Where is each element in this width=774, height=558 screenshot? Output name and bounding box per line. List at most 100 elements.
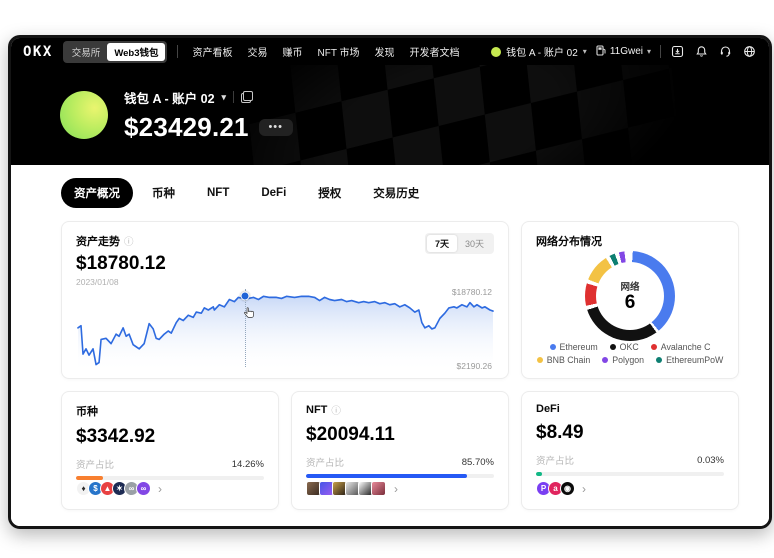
main-content: 资产概况 币种 NFT DeFi 授权 交易历史 资产走势 ⓘ $18780.12 202… xyxy=(11,165,769,526)
nav-menu-item[interactable]: 开发者文档 xyxy=(409,48,460,59)
nav-right: 钱包 A - 账户 02 ▾ 11Gwei ▾ xyxy=(491,44,757,59)
asset-ratio-percent: 85.70% xyxy=(461,456,494,468)
nav-menu-item[interactable]: NFT 市场 xyxy=(317,48,360,59)
tab-资产概况[interactable]: 资产概况 xyxy=(61,178,133,208)
nav-divider xyxy=(660,45,661,58)
expand-chevron-icon[interactable]: › xyxy=(582,481,586,496)
donut-center-label: 网络 xyxy=(620,282,640,293)
nft-thumb xyxy=(371,481,386,496)
asset-trend-card: 资产走势 ⓘ $18780.12 2023/01/08 7天 30天 $18780… xyxy=(61,221,509,379)
cards-grid: 资产走势 ⓘ $18780.12 2023/01/08 7天 30天 $18780… xyxy=(61,221,739,510)
more-actions-button[interactable]: ••• xyxy=(258,118,293,136)
wallet-account-selector[interactable]: 钱包 A - 账户 02 ▾ xyxy=(491,44,587,59)
legend-dot xyxy=(536,357,543,363)
expand-chevron-icon[interactable]: › xyxy=(394,481,398,496)
language-globe-icon[interactable] xyxy=(742,44,757,59)
network-distribution-card: 网络分布情况 网络 6 Ethereum OKC Avalanche C BNB Ch… xyxy=(521,221,739,379)
product-toggle: 交易所 Web3钱包 xyxy=(62,40,168,63)
asset-ratio-bar xyxy=(306,474,494,478)
hand-cursor-icon xyxy=(243,307,255,325)
asset-ratio-label: 资产占比 xyxy=(536,456,575,467)
tab-交易历史[interactable]: 交易历史 xyxy=(373,188,420,200)
asset-ratio-label: 资产占比 xyxy=(76,460,115,471)
legend-dot xyxy=(609,344,616,350)
nav-menu-item[interactable]: 发现 xyxy=(374,48,395,59)
asset-card-title: 币种 xyxy=(76,406,98,418)
asset-summary-card-币种: 币种 ⓘ $3342.92 资产占比 14.26% ♦$▲✶∞∞› xyxy=(61,391,279,510)
info-icon[interactable]: ⓘ xyxy=(124,237,134,248)
nav-menu-item[interactable]: 资产看板 xyxy=(192,48,233,59)
asset-ratio-label: 资产占比 xyxy=(306,458,345,469)
wallet-avatar xyxy=(60,91,108,139)
defi-protocol-icon: ◉ xyxy=(560,481,575,496)
legend-item-bnb-chain: BNB Chain xyxy=(536,355,590,365)
gas-price-selector[interactable]: 11Gwei ▾ xyxy=(596,44,651,59)
legend-dot xyxy=(650,344,657,350)
toggle-exchange[interactable]: 交易所 xyxy=(71,47,101,59)
chart-low-label: $2190.26 xyxy=(456,361,492,371)
legend-dot xyxy=(602,357,609,363)
expand-chevron-icon[interactable]: › xyxy=(158,481,162,496)
defi-protocol-icon: P xyxy=(536,481,551,496)
chevron-down-icon: ▾ xyxy=(646,47,651,56)
info-icon[interactable]: ⓘ xyxy=(331,406,341,417)
asset-card-value: $3342.92 xyxy=(76,426,156,447)
tab-授权[interactable]: 授权 xyxy=(318,188,342,200)
gas-price-label: 11Gwei xyxy=(609,46,643,57)
range-30天[interactable]: 30天 xyxy=(464,239,484,249)
tab-DeFi[interactable]: DeFi xyxy=(261,187,287,199)
asset-ratio-percent: 14.26% xyxy=(231,458,264,470)
polygon-coin-icon: ∞ xyxy=(136,481,151,496)
chevron-down-icon[interactable]: ▾ xyxy=(221,91,227,102)
nav-menu-item[interactable]: 赚币 xyxy=(282,48,303,59)
network-distribution-title: 网络分布情况 xyxy=(536,236,602,248)
browser-window: OKX 交易所 Web3钱包 资产看板 交易 赚币 NFT 市场 发现 开发者文档 钱包 … xyxy=(8,35,772,529)
chevron-down-icon: ▾ xyxy=(582,47,587,56)
asset-ratio-bar xyxy=(536,472,724,476)
time-range-toggle: 7天 30天 xyxy=(424,233,494,254)
asset-trend-value: $18780.12 xyxy=(76,253,166,274)
copy-address-icon[interactable] xyxy=(241,91,254,103)
notifications-bell-icon[interactable] xyxy=(694,44,709,59)
wallet-title[interactable]: 钱包 A - 账户 02 xyxy=(124,91,215,106)
legend-item-avalanche-c: Avalanche C xyxy=(650,342,710,352)
asset-ratio-bar xyxy=(76,476,264,480)
network-donut-chart[interactable]: 网络 6 xyxy=(585,250,675,341)
title-divider xyxy=(233,91,235,103)
asset-icons-row: › xyxy=(306,481,494,498)
nav-menu: 资产看板 交易 赚币 NFT 市场 发现 开发者文档 xyxy=(192,44,459,59)
asset-card-title: DeFi xyxy=(536,403,560,415)
asset-summary-card-nft: NFT ⓘ $20094.11 资产占比 85.70% › xyxy=(291,391,509,510)
wallet-selector-label: 钱包 A - 账户 02 xyxy=(506,48,578,59)
asset-trend-title: 资产走势 xyxy=(76,236,120,248)
wallet-avatar-dot xyxy=(491,46,502,57)
chart-high-label: $18780.12 xyxy=(451,287,492,297)
wallet-hero: 钱包 A - 账户 02 ▾ $23429.21 ••• xyxy=(11,65,769,165)
donut-center-value: 6 xyxy=(624,292,636,313)
toggle-web3-wallet[interactable]: Web3钱包 xyxy=(107,42,166,61)
line-chart[interactable]: $18780.12 xyxy=(76,287,494,373)
asset-tabs: 资产概况 币种 NFT DeFi 授权 交易历史 xyxy=(61,178,739,208)
asset-icons-row: ♦ $ ▲ ✶ ∞ ∞ › xyxy=(76,481,264,498)
range-7天[interactable]: 7天 xyxy=(426,235,457,252)
support-headset-icon[interactable] xyxy=(718,44,733,59)
nav-divider xyxy=(177,45,179,58)
nav-menu-item[interactable]: 交易 xyxy=(247,48,268,59)
asset-summary-card-defi: DeFi ⓘ $8.49 资产占比 0.03% Pa◉› xyxy=(521,391,739,510)
legend-dot xyxy=(656,357,663,363)
legend-dot xyxy=(549,344,556,350)
top-nav: OKX 交易所 Web3钱包 资产看板 交易 赚币 NFT 市场 发现 开发者文档 钱包 … xyxy=(11,38,769,65)
hero-text: 钱包 A - 账户 02 ▾ $23429.21 ••• xyxy=(124,88,293,143)
legend-item-polygon: Polygon xyxy=(602,355,644,365)
trend-line-svg xyxy=(77,295,494,373)
download-app-icon[interactable] xyxy=(670,44,685,59)
asset-ratio-percent: 0.03% xyxy=(697,454,724,466)
tab-币种[interactable]: 币种 xyxy=(152,188,175,200)
chart-cursor-line xyxy=(245,289,247,367)
legend-item-ethereum: Ethereum xyxy=(549,342,598,352)
tab-NFT[interactable]: NFT xyxy=(207,187,230,199)
asset-card-value: $8.49 xyxy=(536,422,584,443)
checker-pattern xyxy=(244,65,684,165)
